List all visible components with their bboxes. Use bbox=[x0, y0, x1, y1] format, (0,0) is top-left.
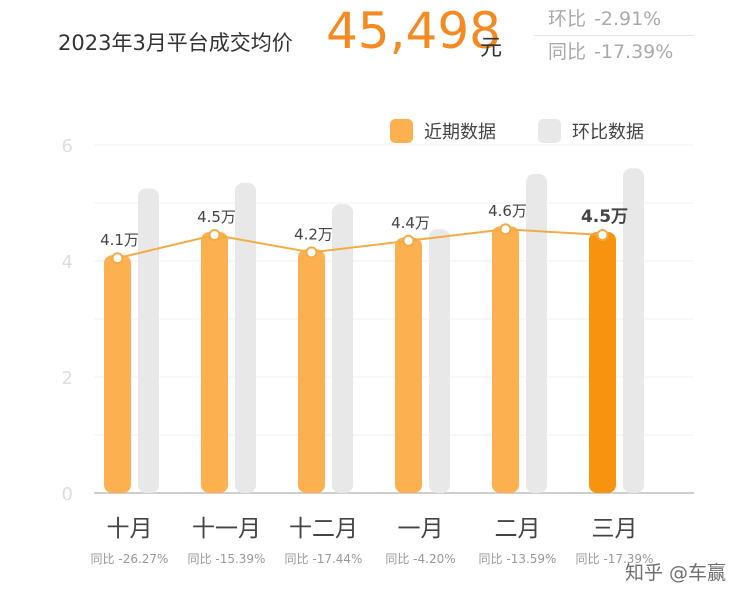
y-tick-label: 0 bbox=[62, 484, 73, 505]
trend-point-6 bbox=[596, 229, 609, 241]
yoy-label: 同比 -4.20% bbox=[385, 552, 455, 566]
yoy-label: 同比 -13.59% bbox=[479, 552, 557, 566]
yoy-label: 同比 -17.44% bbox=[285, 552, 363, 566]
y-tick-label: 4 bbox=[62, 252, 73, 273]
y-tick-label: 2 bbox=[62, 368, 73, 389]
x-tick-label: 十一月 bbox=[192, 516, 261, 542]
legend-label: 近期数据 bbox=[424, 122, 496, 143]
bar-mom-2 bbox=[235, 182, 256, 493]
bar-recent-5 bbox=[492, 226, 519, 493]
trend-point-4 bbox=[402, 234, 415, 247]
yoy-label: 同比 -26.27% bbox=[91, 552, 169, 566]
x-tick-label: 十二月 bbox=[289, 516, 358, 542]
price-unit: 元 bbox=[480, 36, 503, 61]
x-tick-label: 十月 bbox=[107, 516, 153, 542]
yoy-label: 同比 bbox=[548, 41, 587, 63]
trend-point-2 bbox=[208, 229, 221, 241]
data-label: 4.6万 bbox=[488, 202, 527, 220]
yoy-label: 同比 -17.39% bbox=[576, 552, 654, 566]
data-label: 4.5万 bbox=[581, 207, 628, 227]
bar-mom-1 bbox=[138, 188, 159, 493]
trend-point-1 bbox=[111, 252, 124, 265]
data-label: 4.2万 bbox=[294, 225, 333, 243]
data-label: 4.5万 bbox=[197, 208, 236, 226]
bar-recent-4 bbox=[395, 237, 422, 493]
bar-mom-6 bbox=[623, 168, 644, 493]
bar-recent-3 bbox=[298, 249, 325, 493]
trend-line bbox=[117, 228, 603, 260]
rate-summary: 环比 -2.91% 同比 -17.39% bbox=[534, 3, 694, 67]
trend-point-5 bbox=[499, 223, 512, 236]
yoy-value: -17.39% bbox=[594, 41, 674, 63]
bar-recent-1 bbox=[104, 255, 131, 493]
legend-swatch-1 bbox=[390, 119, 413, 143]
x-tick-label: 三月 bbox=[592, 516, 638, 542]
trend-point-3 bbox=[305, 246, 318, 259]
x-tick-label: 二月 bbox=[495, 516, 541, 542]
x-tick-label: 一月 bbox=[398, 516, 444, 542]
y-tick-label: 6 bbox=[62, 136, 73, 157]
bar-recent-2 bbox=[201, 232, 228, 493]
mom-label: 环比 bbox=[548, 8, 587, 30]
data-label: 4.4万 bbox=[391, 214, 430, 232]
data-label: 4.1万 bbox=[100, 231, 139, 249]
average-price-value: 45,498 bbox=[326, 2, 501, 60]
page-title: 2023年3月平台成交均价 bbox=[58, 31, 293, 55]
bar-mom-3 bbox=[332, 204, 353, 493]
mom-rate-row: 环比 -2.91% bbox=[534, 3, 694, 36]
bar-mom-5 bbox=[526, 174, 547, 493]
bar-mom-4 bbox=[429, 229, 450, 493]
watermark: 知乎 @车赢 bbox=[625, 562, 727, 584]
mom-value: -2.91% bbox=[594, 8, 662, 30]
bar-recent-6 bbox=[589, 232, 616, 493]
yoy-rate-row: 同比 -17.39% bbox=[534, 36, 694, 68]
legend-swatch-2 bbox=[538, 119, 561, 143]
legend-label: 环比数据 bbox=[572, 122, 644, 143]
yoy-label: 同比 -15.39% bbox=[188, 552, 266, 566]
